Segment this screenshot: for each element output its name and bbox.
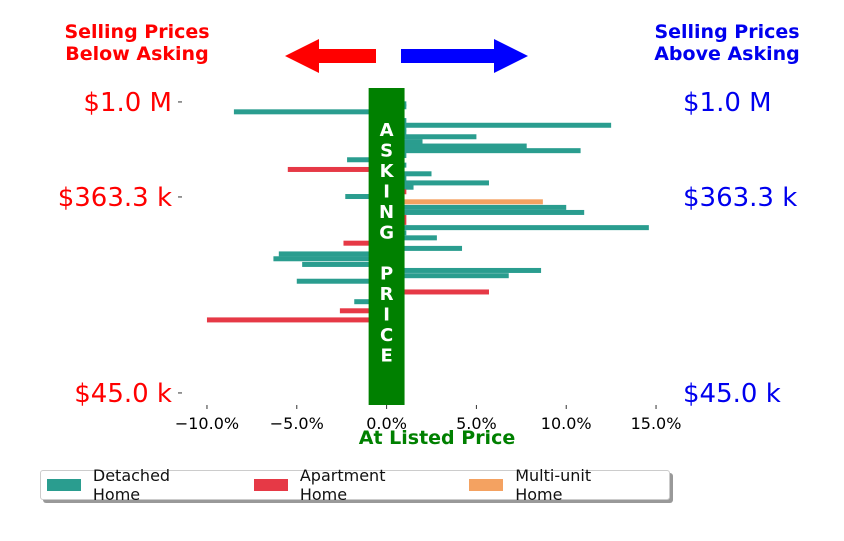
x-tick-label-4: 10.0% xyxy=(541,414,592,433)
legend-label-multi-unit: Multi-unit Home xyxy=(515,466,592,504)
bar-37 xyxy=(296,278,387,284)
y-tick-label-left-0: $45.0 k xyxy=(74,379,172,409)
x-axis: −10.0% −5.0% 0.0% 5.0% 10.0% 15.0% xyxy=(175,405,682,433)
x-tick-label-5: 15.0% xyxy=(631,414,682,433)
bar-11 xyxy=(386,148,581,154)
right-arrow-icon xyxy=(401,39,528,73)
bar-34 xyxy=(302,261,387,267)
bar-30 xyxy=(343,240,387,246)
left-arrow-icon xyxy=(285,39,376,73)
band-letter-5: G xyxy=(379,223,394,244)
bar-16 xyxy=(386,171,432,177)
bar-15 xyxy=(287,166,387,172)
bar-2 xyxy=(233,109,387,115)
bar-23 xyxy=(386,204,567,210)
legend-item-detached: Detached Home xyxy=(47,466,222,504)
legend-label-apartment: Apartment Home xyxy=(299,466,386,504)
y-axis: $45.0 k $45.0 k $363.3 k $363.3 k $1.0 M $1.0… xyxy=(58,88,798,409)
band-letter-4: N xyxy=(379,202,394,223)
y-tick-label-right-1: $363.3 k xyxy=(683,183,797,213)
legend: Detached Home Apartment Home Multi-unit … xyxy=(40,466,670,504)
legend-label-detached: Detached Home xyxy=(92,466,171,504)
bar-27 xyxy=(386,225,649,231)
legend-item-apartment: Apartment Home xyxy=(253,466,437,504)
band-letter-0: A xyxy=(380,120,394,141)
legend-swatch-detached xyxy=(47,479,81,491)
legend-swatch-multi-unit xyxy=(469,479,504,491)
bar-38 xyxy=(386,289,489,295)
bar-41 xyxy=(206,317,387,323)
asking-price-bar xyxy=(368,88,405,405)
band-letter-7: P xyxy=(380,264,393,285)
bar-29 xyxy=(386,235,437,241)
left-header-line-2: Below Asking xyxy=(65,43,208,65)
y-tick-label-left-1: $363.3 k xyxy=(58,183,172,213)
band-letter-3: I xyxy=(383,182,390,203)
bar-13 xyxy=(347,157,387,163)
bar-5 xyxy=(386,122,612,128)
bar-33 xyxy=(273,256,387,262)
band-letter-2: K xyxy=(380,161,395,182)
bar-24 xyxy=(386,209,585,215)
bar-31 xyxy=(386,245,463,251)
bar-8 xyxy=(386,134,477,140)
left-header-line-1: Selling Prices xyxy=(64,21,209,43)
bar-40 xyxy=(339,308,387,314)
band-letter-10: C xyxy=(380,325,393,346)
right-header-line-2: Above Asking xyxy=(654,43,800,65)
band-letter-9: I xyxy=(383,305,390,326)
bar-21 xyxy=(345,194,387,200)
y-tick-label-right-2: $1.0 M xyxy=(683,88,772,118)
legend-item-multi-unit: Multi-unit Home xyxy=(469,466,643,504)
bar-32 xyxy=(278,251,387,257)
bars-layer xyxy=(206,101,649,323)
x-axis-label: At Listed Price xyxy=(359,427,515,449)
bar-36 xyxy=(386,273,509,279)
band-letter-8: R xyxy=(380,284,394,305)
bar-22 xyxy=(386,199,543,205)
x-tick-label-2: 0.0% xyxy=(366,414,407,433)
x-tick-label-1: −5.0% xyxy=(270,414,324,433)
bar-35 xyxy=(386,267,542,273)
y-tick-label-right-0: $45.0 k xyxy=(683,379,781,409)
legend-swatch-apartment xyxy=(253,479,288,491)
bar-10 xyxy=(386,143,527,149)
right-header-line-1: Selling Prices xyxy=(654,21,799,43)
bar-18 xyxy=(386,180,489,186)
x-tick-label-0: −10.0% xyxy=(175,414,239,433)
x-tick-label-3: 5.0% xyxy=(456,414,497,433)
band-letter-1: S xyxy=(380,141,393,162)
y-tick-label-left-2: $1.0 M xyxy=(83,88,172,118)
band-letter-11: E xyxy=(380,346,392,367)
